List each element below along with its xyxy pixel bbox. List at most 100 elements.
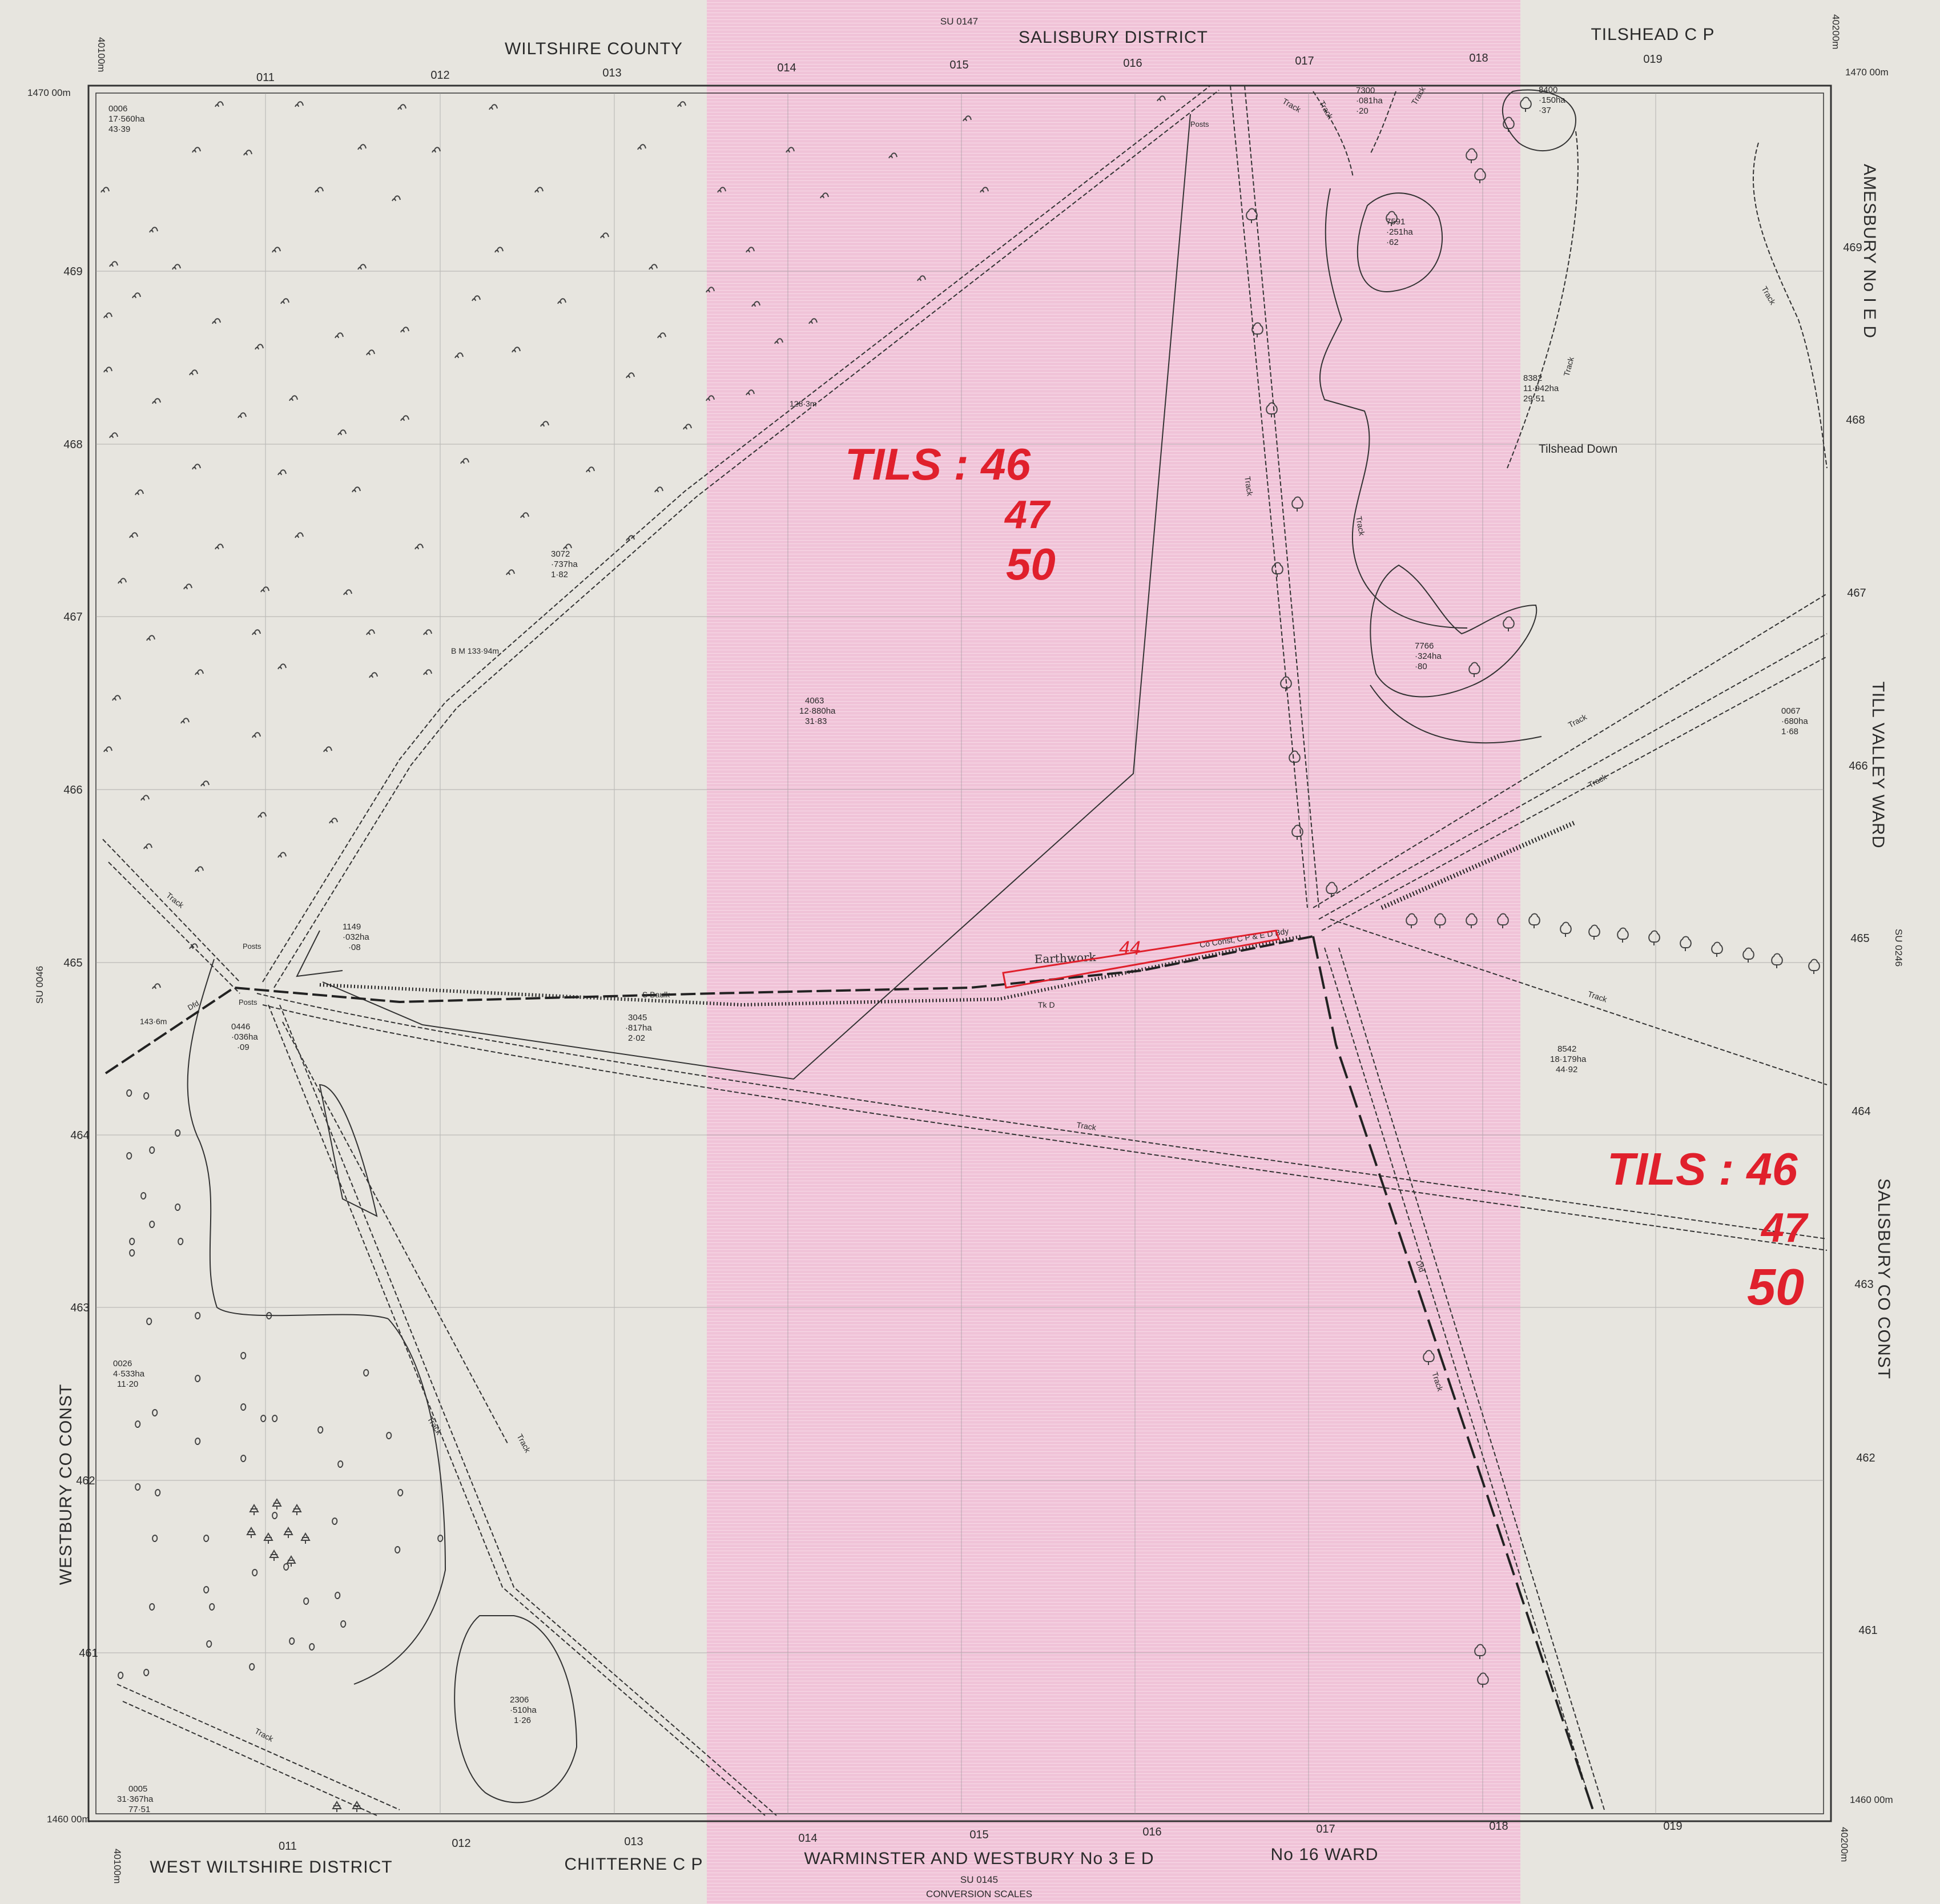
easting-bottom-018: 018 xyxy=(1489,1820,1508,1833)
annotation-tils-lower-line3: 50 xyxy=(1747,1259,1804,1316)
northing-left-465: 465 xyxy=(63,957,82,969)
svg-text:·150ha: ·150ha xyxy=(1539,95,1565,105)
svg-text:77·51: 77·51 xyxy=(128,1805,150,1814)
track-label-6: Track xyxy=(1243,476,1255,497)
northing-right-468: 468 xyxy=(1846,414,1865,426)
svg-text:8382: 8382 xyxy=(1523,373,1542,383)
parcel-7766: 7766·324ha·80 xyxy=(1415,641,1442,671)
annotation-tils-upper-line3: 50 xyxy=(1006,539,1056,589)
svg-text:·09: ·09 xyxy=(237,1042,249,1052)
northing-right-464: 464 xyxy=(1852,1105,1870,1118)
spot-height-143: 143·6m xyxy=(140,1017,167,1026)
northing-left-462: 462 xyxy=(76,1475,95,1487)
northing-right-463: 463 xyxy=(1854,1278,1873,1291)
svg-text:29·51: 29·51 xyxy=(1523,394,1545,404)
posts-label-sw-1: Posts xyxy=(243,942,261,951)
svg-text:11·20: 11·20 xyxy=(117,1379,138,1389)
easting-bottom-019: 019 xyxy=(1663,1820,1682,1833)
boundary-salisbury-co-const: SALISBURY CO CONST xyxy=(1874,1178,1893,1379)
corner-sw-easting: 40100m xyxy=(112,1849,123,1883)
svg-text:·737ha: ·737ha xyxy=(551,559,578,569)
boundary-wiltshire-county: WILTSHIRE COUNTY xyxy=(505,39,683,58)
parcel-7300: 7300·081ha·20 xyxy=(1356,86,1383,116)
parcel-1149: 1149·032ha·08 xyxy=(343,922,369,952)
svg-text:0446: 0446 xyxy=(231,1022,250,1032)
svg-text:11·942ha: 11·942ha xyxy=(1523,384,1559,393)
northing-left-463: 463 xyxy=(70,1302,89,1314)
northing-left-469: 469 xyxy=(63,265,82,278)
boundary-tilshead-cp: TILSHEAD C P xyxy=(1591,25,1714,44)
track-label-11: Track xyxy=(1076,1120,1097,1132)
annotation-tils-upper-line2: 47 xyxy=(1004,492,1051,537)
map-border xyxy=(87,84,1832,1822)
corner-nw-easting: 40100m xyxy=(96,37,107,72)
hand-annotations: TILS : 46 47 50 TILS : 46 47 50 44 xyxy=(845,439,1809,1316)
svg-text:·680ha: ·680ha xyxy=(1781,716,1808,726)
svg-text:4063: 4063 xyxy=(805,696,824,706)
northing-right-462: 462 xyxy=(1856,1452,1875,1464)
grid-labels: 011 012 013 014 015 016 017 018 019 011 … xyxy=(27,14,1893,1883)
svg-text:·20: ·20 xyxy=(1356,106,1369,116)
dfd-label-east: Dfd xyxy=(1414,1259,1426,1273)
svg-text:3072: 3072 xyxy=(551,549,570,559)
corner-ne-northing: 1470 00m xyxy=(1845,67,1889,78)
spot-height-128: 128·3m xyxy=(790,399,816,408)
corner-nw-northing: 1470 00m xyxy=(27,87,71,98)
svg-text:0006: 0006 xyxy=(108,104,127,114)
easting-top-011: 011 xyxy=(256,71,275,84)
svg-text:1·82: 1·82 xyxy=(551,570,568,579)
svg-text:44·92: 44·92 xyxy=(1556,1065,1577,1074)
easting-top-019: 019 xyxy=(1643,53,1662,66)
corner-ne-easting: 40200m xyxy=(1830,14,1841,49)
track-label-7: Track xyxy=(1354,516,1367,537)
northing-right-466: 466 xyxy=(1849,760,1867,772)
svg-text:·032ha: ·032ha xyxy=(343,932,369,942)
corner-sw-northing: 1460 00m xyxy=(47,1814,90,1825)
parcel-7591: 7591·251ha·62 xyxy=(1386,217,1413,247)
northing-left-464: 464 xyxy=(70,1129,89,1142)
boundary-salisbury-district: SALISBURY DISTRICT xyxy=(1019,28,1208,47)
northing-right-467: 467 xyxy=(1847,587,1866,599)
sheet-ref-bottom: SU 0145 xyxy=(960,1874,998,1885)
northing-right-469: 469 xyxy=(1843,241,1862,254)
svg-text:·081ha: ·081ha xyxy=(1356,96,1383,106)
svg-text:7300: 7300 xyxy=(1356,86,1375,95)
northing-right-461: 461 xyxy=(1858,1624,1877,1637)
easting-top-012: 012 xyxy=(430,69,449,82)
svg-text:·817ha: ·817ha xyxy=(625,1023,652,1033)
northing-right-465: 465 xyxy=(1850,932,1869,945)
annotation-tils-lower-line2: 47 xyxy=(1760,1205,1809,1251)
northing-left-466: 466 xyxy=(63,784,82,796)
easting-bottom-016: 016 xyxy=(1142,1826,1161,1838)
svg-text:0005: 0005 xyxy=(128,1784,147,1794)
svg-text:1·26: 1·26 xyxy=(514,1716,531,1725)
easting-bottom-012: 012 xyxy=(452,1837,470,1850)
northing-left-467: 467 xyxy=(63,611,82,623)
northing-left-468: 468 xyxy=(63,438,82,451)
svg-text:·324ha: ·324ha xyxy=(1415,651,1442,661)
svg-text:43·39: 43·39 xyxy=(108,124,130,134)
svg-text:·08: ·08 xyxy=(348,943,361,952)
svg-text:7591: 7591 xyxy=(1386,217,1405,227)
svg-text:·37: ·37 xyxy=(1539,106,1551,115)
easting-top-016: 016 xyxy=(1123,57,1142,70)
svg-text:0067: 0067 xyxy=(1781,706,1800,716)
earthwork-outline xyxy=(1002,929,1280,989)
easting-bottom-014: 014 xyxy=(798,1832,817,1845)
boundary-no16-ward: No 16 WARD xyxy=(1271,1845,1379,1864)
field-boundaries xyxy=(187,89,1577,1804)
svg-text:·62: ·62 xyxy=(1386,238,1399,247)
svg-text:1149: 1149 xyxy=(343,922,361,932)
boundary-till-valley-ward: TILL VALLEY WARD xyxy=(1869,682,1887,849)
svg-text:18·179ha: 18·179ha xyxy=(1550,1054,1587,1064)
annotation-tils-upper-line1: TILS : 46 xyxy=(845,439,1031,489)
conversion-scales-caption: CONVERSION SCALES xyxy=(926,1889,1032,1899)
svg-text:1·68: 1·68 xyxy=(1781,727,1798,736)
